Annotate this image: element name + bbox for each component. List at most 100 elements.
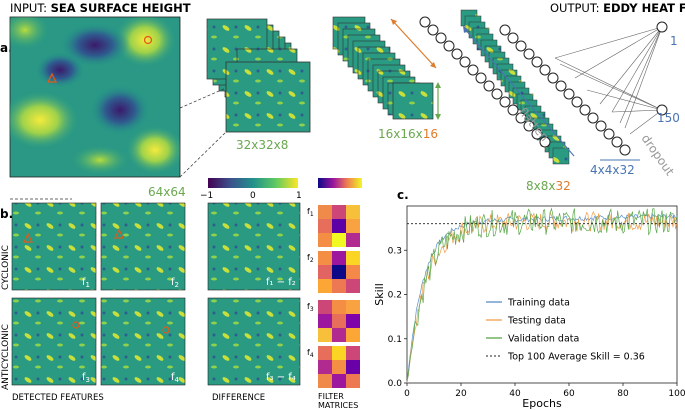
- diff-top-label: f₁ − f₂: [266, 277, 296, 288]
- f-letter: f: [307, 302, 310, 311]
- label-f2: f2: [171, 277, 179, 289]
- series-line-1: [406, 213, 678, 384]
- size-conv2-a: 16x16x: [378, 127, 423, 141]
- f-sub: 4: [175, 376, 180, 384]
- f-sub: 3: [310, 306, 314, 313]
- filter-label-f4: f4: [307, 348, 314, 359]
- filter-label-line1: FILTER: [318, 392, 344, 401]
- filter-matrices: [318, 205, 360, 388]
- n-hidden-label: 150: [657, 111, 680, 125]
- circle-marker-icon: [143, 35, 153, 45]
- y-tick-label: 0.3: [388, 246, 402, 256]
- circle-marker-icon: [72, 321, 80, 329]
- panel-a-label: a.: [0, 41, 13, 55]
- panel-b-label: b.: [0, 207, 13, 221]
- depth-arrow: [390, 18, 437, 69]
- difference-label: DIFFERENCE: [212, 393, 265, 403]
- cb-max: 1: [296, 191, 302, 201]
- feature-f1: [11, 202, 97, 291]
- diff-bottom-label: f₃ − f₄: [266, 372, 296, 383]
- projection-line: [179, 131, 227, 178]
- f-letter: f: [82, 277, 86, 288]
- f-sub: 4: [310, 352, 314, 359]
- x-tick-label: 100: [668, 389, 685, 399]
- x-axis-label: Epochs: [522, 397, 562, 410]
- f-letter: f: [307, 207, 310, 216]
- x-tick-label: 0: [404, 389, 410, 399]
- x-tick-label: 80: [617, 389, 629, 399]
- cb-min: −1: [200, 191, 213, 201]
- feature-f2: [100, 202, 186, 291]
- diff-map-bottom: [207, 297, 301, 386]
- x-tick-label: 40: [509, 389, 521, 399]
- y-axis-label: Skill: [373, 283, 386, 306]
- f-letter: f: [171, 277, 175, 288]
- legend-entry: Training data: [507, 298, 570, 309]
- filter-label-f3: f3: [307, 302, 314, 313]
- row-label-cyclonic: CYCLONIC: [1, 245, 11, 290]
- conv2-stack: [332, 16, 434, 120]
- output-title: OUTPUT: EDDY HEAT FLUX: [550, 1, 685, 15]
- f-sub: 1: [86, 281, 90, 289]
- filter-label-f1: f1: [307, 207, 314, 218]
- hidden-neurons: [499, 24, 631, 156]
- output-title-prefix: OUTPUT:: [550, 1, 603, 15]
- feature-f4: [100, 297, 186, 386]
- output-title-bold: EDDY HEAT FLUX: [603, 1, 685, 15]
- legend-entry: Testing data: [507, 316, 566, 327]
- circle-marker-icon: [162, 326, 170, 334]
- panel-c-label: c.: [397, 188, 409, 202]
- size-input: 64x64: [148, 185, 186, 199]
- f-letter: f: [307, 253, 310, 262]
- f-letter: f: [82, 372, 86, 383]
- feature-f3: [11, 297, 97, 386]
- f-letter: f: [307, 348, 310, 357]
- size-conv3: 8x8x32: [526, 179, 571, 193]
- x-tick-label: 20: [455, 389, 467, 399]
- arrow-head-icon: [430, 62, 436, 68]
- diff-colorbar: [208, 178, 298, 188]
- label-f4: f4: [171, 372, 180, 384]
- size-conv2-b: 16: [423, 127, 438, 141]
- f-sub: 3: [86, 376, 90, 384]
- legend-entry: Validation data: [508, 334, 579, 345]
- size-conv2: 16x16x16: [378, 127, 438, 141]
- y-tick-label: 0.1: [388, 335, 402, 345]
- arrow-head-icon: [463, 26, 469, 33]
- input-title: INPUT: SEA SURFACE HEIGHT: [10, 1, 191, 15]
- label-f3: f3: [82, 372, 90, 384]
- filter-label-f2: f2: [307, 253, 314, 264]
- legend-entry: Top 100 Average Skill = 0.36: [507, 352, 645, 363]
- triangle-marker-icon: [114, 228, 124, 239]
- conv1-stack: [206, 18, 311, 133]
- filter-label-line2: MATRICES: [318, 401, 358, 410]
- diff-map-top: [207, 202, 301, 291]
- hidden-neuron-150: [656, 104, 668, 116]
- filter-colorbar: [318, 178, 362, 188]
- y-tick-label: 0.2: [388, 291, 402, 301]
- f-sub: 1: [310, 211, 314, 218]
- f-letter: f: [171, 372, 175, 383]
- y-tick-label: 0.0: [388, 379, 403, 389]
- f-sub: 2: [175, 281, 179, 289]
- feature-maps: [11, 202, 186, 386]
- row-label-anticyclonic: ANTICYCLONIC: [1, 324, 11, 390]
- filter-f3: [318, 300, 360, 342]
- size-conv3-b: 32: [555, 179, 570, 193]
- f-sub: 2: [310, 257, 314, 264]
- filter-f1: [318, 205, 360, 247]
- arrow-head-icon: [391, 19, 397, 25]
- dense-connections: [554, 26, 663, 135]
- flatten-arrow: [463, 27, 575, 157]
- flatten-neurons: [419, 16, 551, 148]
- n-out-label: 1: [670, 34, 678, 48]
- input-title-prefix: INPUT:: [10, 1, 51, 15]
- skill-chart: c. 0 20 40 60 80 100 0.0 0.1 0.2 0.3 Epochs Skill Tra…: [373, 188, 685, 410]
- filter-f4: [318, 346, 360, 388]
- filter-f2: [318, 251, 360, 293]
- dropout-label: dropout: [639, 132, 678, 179]
- triangle-marker-icon: [46, 72, 58, 83]
- cb-mid: 0: [250, 191, 256, 201]
- output-neuron: [656, 21, 668, 33]
